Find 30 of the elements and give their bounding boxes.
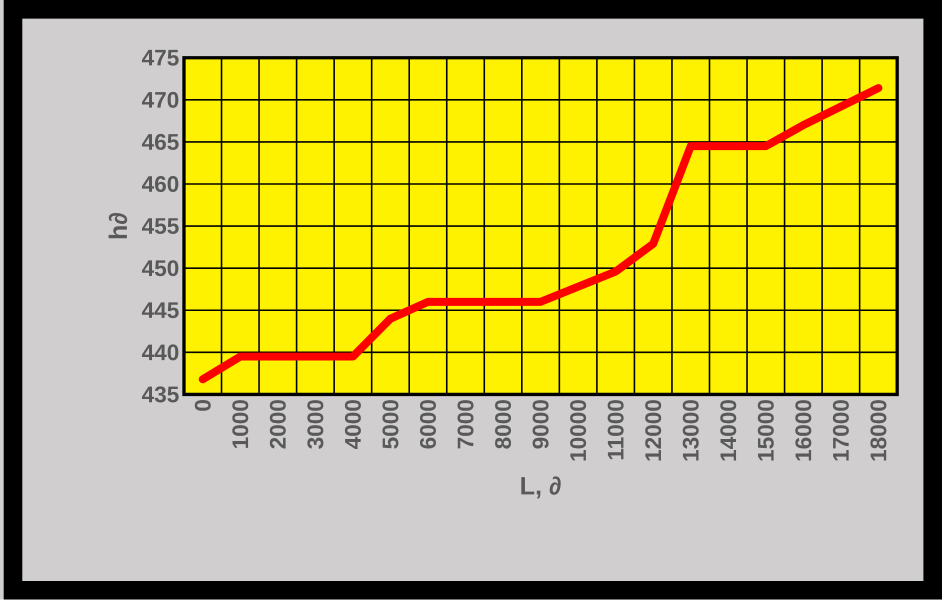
x-tick-label: 17000 — [832, 400, 849, 461]
x-tick-label: 14000 — [720, 400, 736, 461]
x-tick-label: 7000 — [458, 400, 474, 449]
x-axis-title: L, ∂ — [521, 476, 561, 499]
x-tick-label: 0 — [194, 400, 211, 411]
y-tick-label: 475 — [142, 50, 179, 66]
y-axis-title: h∂ — [108, 213, 128, 238]
x-tick-label: 8000 — [495, 400, 512, 449]
y-tick-label: 450 — [142, 260, 178, 276]
x-tick-label: 4000 — [344, 400, 361, 450]
x-tick-label: 2000 — [270, 400, 286, 449]
x-tick-label: 9000 — [532, 400, 549, 449]
y-tick-label: 460 — [142, 176, 178, 192]
y-tick-label: 465 — [142, 134, 179, 150]
x-tick-label: 12000 — [645, 400, 662, 461]
x-tick-label: 13000 — [682, 400, 699, 461]
x-tick-label: 10000 — [570, 400, 586, 461]
y-tick-label: 445 — [142, 302, 179, 318]
x-tick-label: 15000 — [758, 400, 774, 461]
x-tick-label: 3000 — [307, 400, 324, 450]
y-tick-label: 440 — [142, 344, 178, 361]
x-tick-label: 16000 — [795, 400, 812, 461]
x-tick-label: 18000 — [870, 400, 886, 461]
x-tick-label: 5000 — [382, 400, 398, 449]
x-tick-label: 11000 — [608, 400, 624, 460]
y-tick-label: 470 — [142, 92, 178, 108]
x-tick-label: 1000 — [232, 400, 248, 448]
y-tick-label: 435 — [142, 386, 179, 403]
x-tick-label: 6000 — [420, 400, 436, 449]
y-tick-label: 455 — [142, 218, 179, 234]
